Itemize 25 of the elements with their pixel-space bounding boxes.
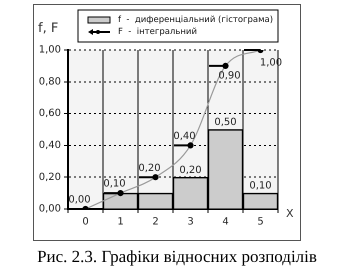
data-label: 0,50: [214, 117, 237, 128]
data-label: 0,90: [218, 70, 241, 82]
y-tick-label: 0,20: [38, 172, 61, 183]
text: Рис. 2.3. Графіки відносних розподілів: [37, 247, 317, 266]
data-label: 0,00: [68, 194, 91, 206]
y-tick-label: 0,00: [38, 204, 61, 215]
x-tick-label: 4: [222, 216, 229, 228]
x-tick-label: 1: [117, 216, 124, 228]
x-axis-title: X: [286, 207, 294, 220]
data-label: 0,20: [179, 164, 202, 176]
data-label: 0,10: [103, 178, 126, 190]
legend-label: F - інтегральний: [118, 27, 197, 38]
x-tick-label: 0: [82, 216, 89, 228]
y-tick-label: 1,00: [38, 44, 61, 56]
y-tick-label: 0,60: [38, 108, 61, 120]
x-tick-label: 3: [187, 216, 194, 228]
y-tick-label: 0,80: [38, 76, 61, 88]
x-tick-label: 2: [152, 216, 159, 228]
y-axis-title: f, F: [38, 21, 58, 36]
y-tick-label: 0,40: [38, 140, 61, 151]
legend-label: f - диференціальний (гістограма): [118, 15, 274, 26]
data-label: 0,20: [138, 162, 161, 174]
data-label: 0,10: [249, 180, 272, 192]
data-label: 0,40: [173, 130, 196, 142]
x-tick-label: 5: [257, 216, 264, 228]
